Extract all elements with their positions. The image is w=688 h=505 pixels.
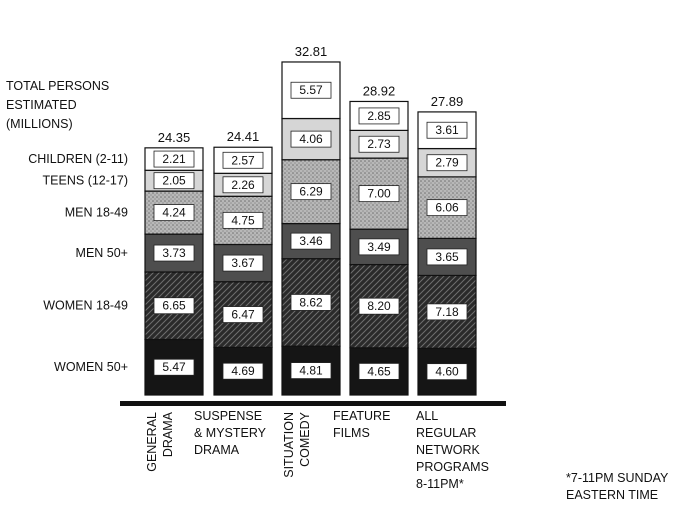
x-label-line: SITUATION [282,412,296,478]
segment-value-label: 7.00 [367,187,391,201]
x-label-line: PROGRAMS [416,460,489,474]
segment-value-label: 5.47 [162,360,186,374]
segment-value-label: 6.47 [231,308,255,322]
bar-stack-3: 4.81 8.62 3.46 6.29 4.06 5.57 32.81 [282,44,340,395]
segment-value-label: 4.24 [162,206,186,220]
segment-value-label: 4.65 [367,364,391,378]
x-label-line: ALL [416,409,438,423]
segment-value-label: 4.06 [299,132,323,146]
legend: WOMEN 50+ WOMEN 18-49 MEN 50+ MEN 18-49 TEEN… [28,152,128,374]
x-label-line: DRAMA [194,443,240,457]
x-label-line: FEATURE [333,409,390,423]
bar-stack-5: 4.60 7.18 3.65 6.06 2.79 3.61 27.89 [418,94,476,395]
segment-value-label: 2.57 [231,153,255,167]
bar-total-label: 24.35 [158,130,191,145]
legend-item-label: MEN 18-49 [65,206,128,220]
x-label-line: 8-11PM* [416,477,464,491]
x-label-line: GENERAL [145,412,159,472]
x-label-1: GENERAL DRAMA [145,411,175,471]
y-axis-title-line-3: (MILLIONS) [6,117,73,131]
segment-value-label: 3.46 [299,234,323,248]
segment-value-label: 2.85 [367,109,391,123]
segment-value-label: 8.20 [367,299,391,313]
segment-value-label: 6.65 [162,299,186,313]
footnote-line-2: EASTERN TIME [566,488,658,502]
segment-value-label: 3.65 [435,250,459,264]
segment-value-label: 4.69 [231,364,255,378]
segment-value-label: 4.75 [231,213,255,227]
segment-value-label: 3.49 [367,240,391,254]
segment-value-label: 2.26 [231,178,255,192]
x-label-line: DRAMA [161,411,175,457]
segment-value-label: 4.81 [299,364,323,378]
segment-value-label: 4.60 [435,365,459,379]
bar-total-label: 27.89 [431,94,464,109]
segment-value-label: 5.57 [299,83,323,97]
bar-stack-1: 5.47 6.65 3.73 4.24 2.05 2.21 24.35 [145,130,203,395]
segment-value-label: 2.21 [162,152,186,166]
segment-value-label: 7.18 [435,305,459,319]
legend-item-label: WOMEN 50+ [54,360,128,374]
segment-value-label: 3.61 [435,123,459,137]
segment-value-label: 3.67 [231,256,255,270]
segment-value-label: 8.62 [299,295,323,309]
x-label-line: NETWORK [416,443,481,457]
x-label-line: REGULAR [416,426,476,440]
x-label-line: COMEDY [298,411,312,467]
y-axis-title: TOTAL PERSONS ESTIMATED (MILLIONS) [6,79,109,131]
segment-value-label: 2.05 [162,174,186,188]
footnote: *7-11PM SUNDAY EASTERN TIME [566,471,669,502]
y-axis-title-line-2: ESTIMATED [6,98,77,112]
segment-value-label: 2.73 [367,137,391,151]
x-label-4: FEATURE FILMS [333,409,390,440]
segment-value-label: 2.79 [435,156,459,170]
x-label-line: & MYSTERY [194,426,267,440]
bar-stack-2: 4.69 6.47 3.67 4.75 2.26 2.57 24.41 [214,129,272,395]
segment-value-label: 3.73 [162,246,186,260]
bar-stack-4: 4.65 8.20 3.49 7.00 2.73 2.85 28.92 [350,83,408,395]
x-label-5: ALL REGULAR NETWORK PROGRAMS 8-11PM* [416,409,489,491]
legend-item-label: WOMEN 18-49 [43,299,128,313]
segment-value-label: 6.06 [435,201,459,215]
segment-value-label: 6.29 [299,185,323,199]
bar-total-label: 32.81 [295,44,328,59]
bars-group: 5.47 6.65 3.73 4.24 2.05 2.21 24.35 4.69 6.47 3.6… [145,44,476,395]
legend-item-label: TEENS (12-17) [43,174,128,188]
x-label-line: SUSPENSE [194,409,262,423]
bar-total-label: 28.92 [363,83,396,98]
x-label-line: FILMS [333,426,370,440]
baseline-bar [120,401,506,406]
legend-item-label: CHILDREN (2-11) [28,152,128,166]
legend-item-label: MEN 50+ [76,246,128,260]
x-label-2: SUSPENSE & MYSTERY DRAMA [194,409,267,457]
bar-total-label: 24.41 [227,129,260,144]
x-label-3: SITUATION COMEDY [282,411,312,477]
y-axis-title-line-1: TOTAL PERSONS [6,79,109,93]
footnote-line-1: *7-11PM SUNDAY [566,471,669,485]
